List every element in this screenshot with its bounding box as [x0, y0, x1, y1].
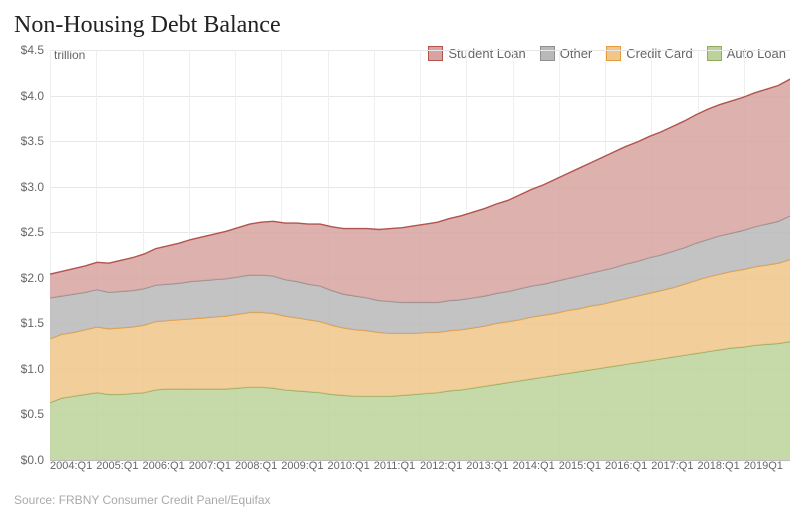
- y-tick-label: $0.5: [21, 407, 44, 421]
- x-tick-label: 2014:Q1: [513, 460, 555, 472]
- x-tick-label: 2018:Q1: [698, 460, 740, 472]
- chart-container: Non-Housing Debt Balance trillion Studen…: [0, 0, 800, 513]
- plot-area: [50, 50, 790, 460]
- source-text: Source: FRBNY Consumer Credit Panel/Equi…: [14, 493, 271, 507]
- x-tick-label: 2016:Q1: [605, 460, 647, 472]
- x-axis: 2004:Q1 2005:Q1 2006:Q1 2007:Q1 2008:Q1 2009:…: [50, 460, 790, 480]
- x-tick-label: 2007:Q1: [189, 460, 231, 472]
- x-tick-label: 2011:Q1: [374, 460, 415, 472]
- x-tick-label: 2009:Q1: [281, 460, 323, 472]
- x-tick-label: 2017:Q1: [651, 460, 693, 472]
- y-tick-label: $2.0: [21, 271, 44, 285]
- x-tick-label: 2004:Q1: [50, 460, 92, 472]
- y-axis: $0.0$0.5$1.0$1.5$2.0$2.5$3.0$3.5$4.0$4.5: [0, 50, 50, 460]
- x-tick-label: 2012:Q1: [420, 460, 462, 472]
- y-tick-label: $1.5: [21, 316, 44, 330]
- x-tick-label: 2005:Q1: [96, 460, 138, 472]
- y-tick-label: $3.0: [21, 180, 44, 194]
- y-tick-label: $4.5: [21, 43, 44, 57]
- y-tick-label: $1.0: [21, 362, 44, 376]
- x-tick-label: 2013:Q1: [466, 460, 508, 472]
- x-tick-label: 2008:Q1: [235, 460, 277, 472]
- area-svg: [50, 50, 790, 460]
- chart-title: Non-Housing Debt Balance: [14, 12, 281, 39]
- x-tick-label: 2019Q1: [744, 460, 783, 472]
- x-tick-label: 2015:Q1: [559, 460, 601, 472]
- y-tick-label: $0.0: [21, 453, 44, 467]
- y-tick-label: $2.5: [21, 225, 44, 239]
- x-tick-label: 2006:Q1: [143, 460, 185, 472]
- y-tick-label: $4.0: [21, 89, 44, 103]
- x-tick-label: 2010:Q1: [328, 460, 370, 472]
- y-tick-label: $3.5: [21, 134, 44, 148]
